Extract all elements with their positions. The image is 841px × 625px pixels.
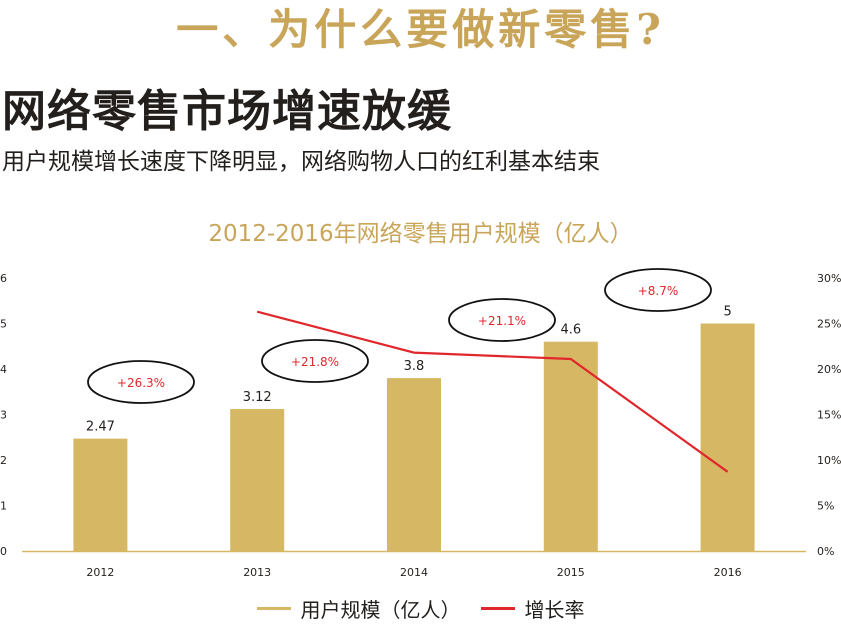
bar	[700, 323, 755, 551]
legend-swatch-gold	[256, 607, 291, 610]
legend-label-user-scale: 用户规模（亿人）	[300, 598, 461, 622]
annotation-label: +8.7%	[638, 284, 679, 298]
x-tick-label: 2013	[243, 566, 271, 579]
y-right-tick-label: 5%	[817, 500, 834, 513]
subheadline: 用户规模增长速度下降明显，网络购物人口的红利基本结束	[2, 149, 600, 175]
annotation-ellipse	[261, 339, 369, 383]
y-left-tick-label: 6	[0, 272, 7, 285]
y-left-tick-label: 1	[0, 500, 7, 513]
y-right-tick-label: 20%	[817, 363, 841, 376]
annotation-ellipse	[448, 298, 556, 342]
x-tick-label: 2016	[714, 566, 742, 579]
x-tick-label: 2014	[400, 566, 428, 579]
bar	[387, 378, 441, 551]
y-left-tick-label: 3	[0, 409, 7, 422]
bar-value-label: 4.6	[560, 323, 581, 338]
legend-item-growth-rate: 增长率	[480, 594, 585, 623]
y-left-tick-label: 4	[0, 363, 7, 376]
legend-label-growth-rate: 增长率	[524, 598, 585, 622]
bar-value-label: 3.12	[243, 390, 272, 405]
annotation-ellipse	[604, 268, 712, 312]
bar-value-label: 5	[723, 305, 731, 320]
y-right-tick-label: 15%	[817, 409, 841, 422]
headline: 网络零售市场增速放缓	[2, 86, 452, 137]
chart-title: 2012-2016年网络零售用户规模（亿人）	[208, 221, 633, 247]
annotation-label: +21.1%	[478, 314, 526, 328]
bar-value-label: 3.8	[404, 359, 425, 374]
growth-rate-line	[256, 310, 729, 473]
section-title: 一、为什么要做新零售?	[176, 5, 665, 54]
bar	[543, 341, 598, 551]
legend-item-user-scale: 用户规模（亿人）	[256, 594, 461, 623]
x-tick-label: 2012	[86, 566, 114, 579]
annotation-label: +21.8%	[291, 355, 339, 369]
y-right-tick-label: 30%	[817, 272, 841, 285]
bar	[230, 409, 285, 551]
bar	[73, 438, 128, 551]
annotation-ellipse	[87, 360, 195, 404]
y-left-tick-label: 2	[0, 454, 7, 467]
y-left-tick-label: 0	[0, 545, 7, 558]
y-left-tick-label: 5	[0, 318, 7, 331]
legend-swatch-red	[480, 607, 515, 610]
y-right-tick-label: 10%	[817, 454, 841, 467]
y-right-tick-label: 25%	[817, 318, 841, 331]
bar-value-label: 2.47	[86, 420, 115, 435]
annotation-label: +26.3%	[117, 376, 165, 390]
x-tick-label: 2015	[557, 566, 585, 579]
y-right-tick-label: 0%	[817, 545, 834, 558]
chart-legend: 用户规模（亿人） 增长率	[0, 594, 841, 623]
